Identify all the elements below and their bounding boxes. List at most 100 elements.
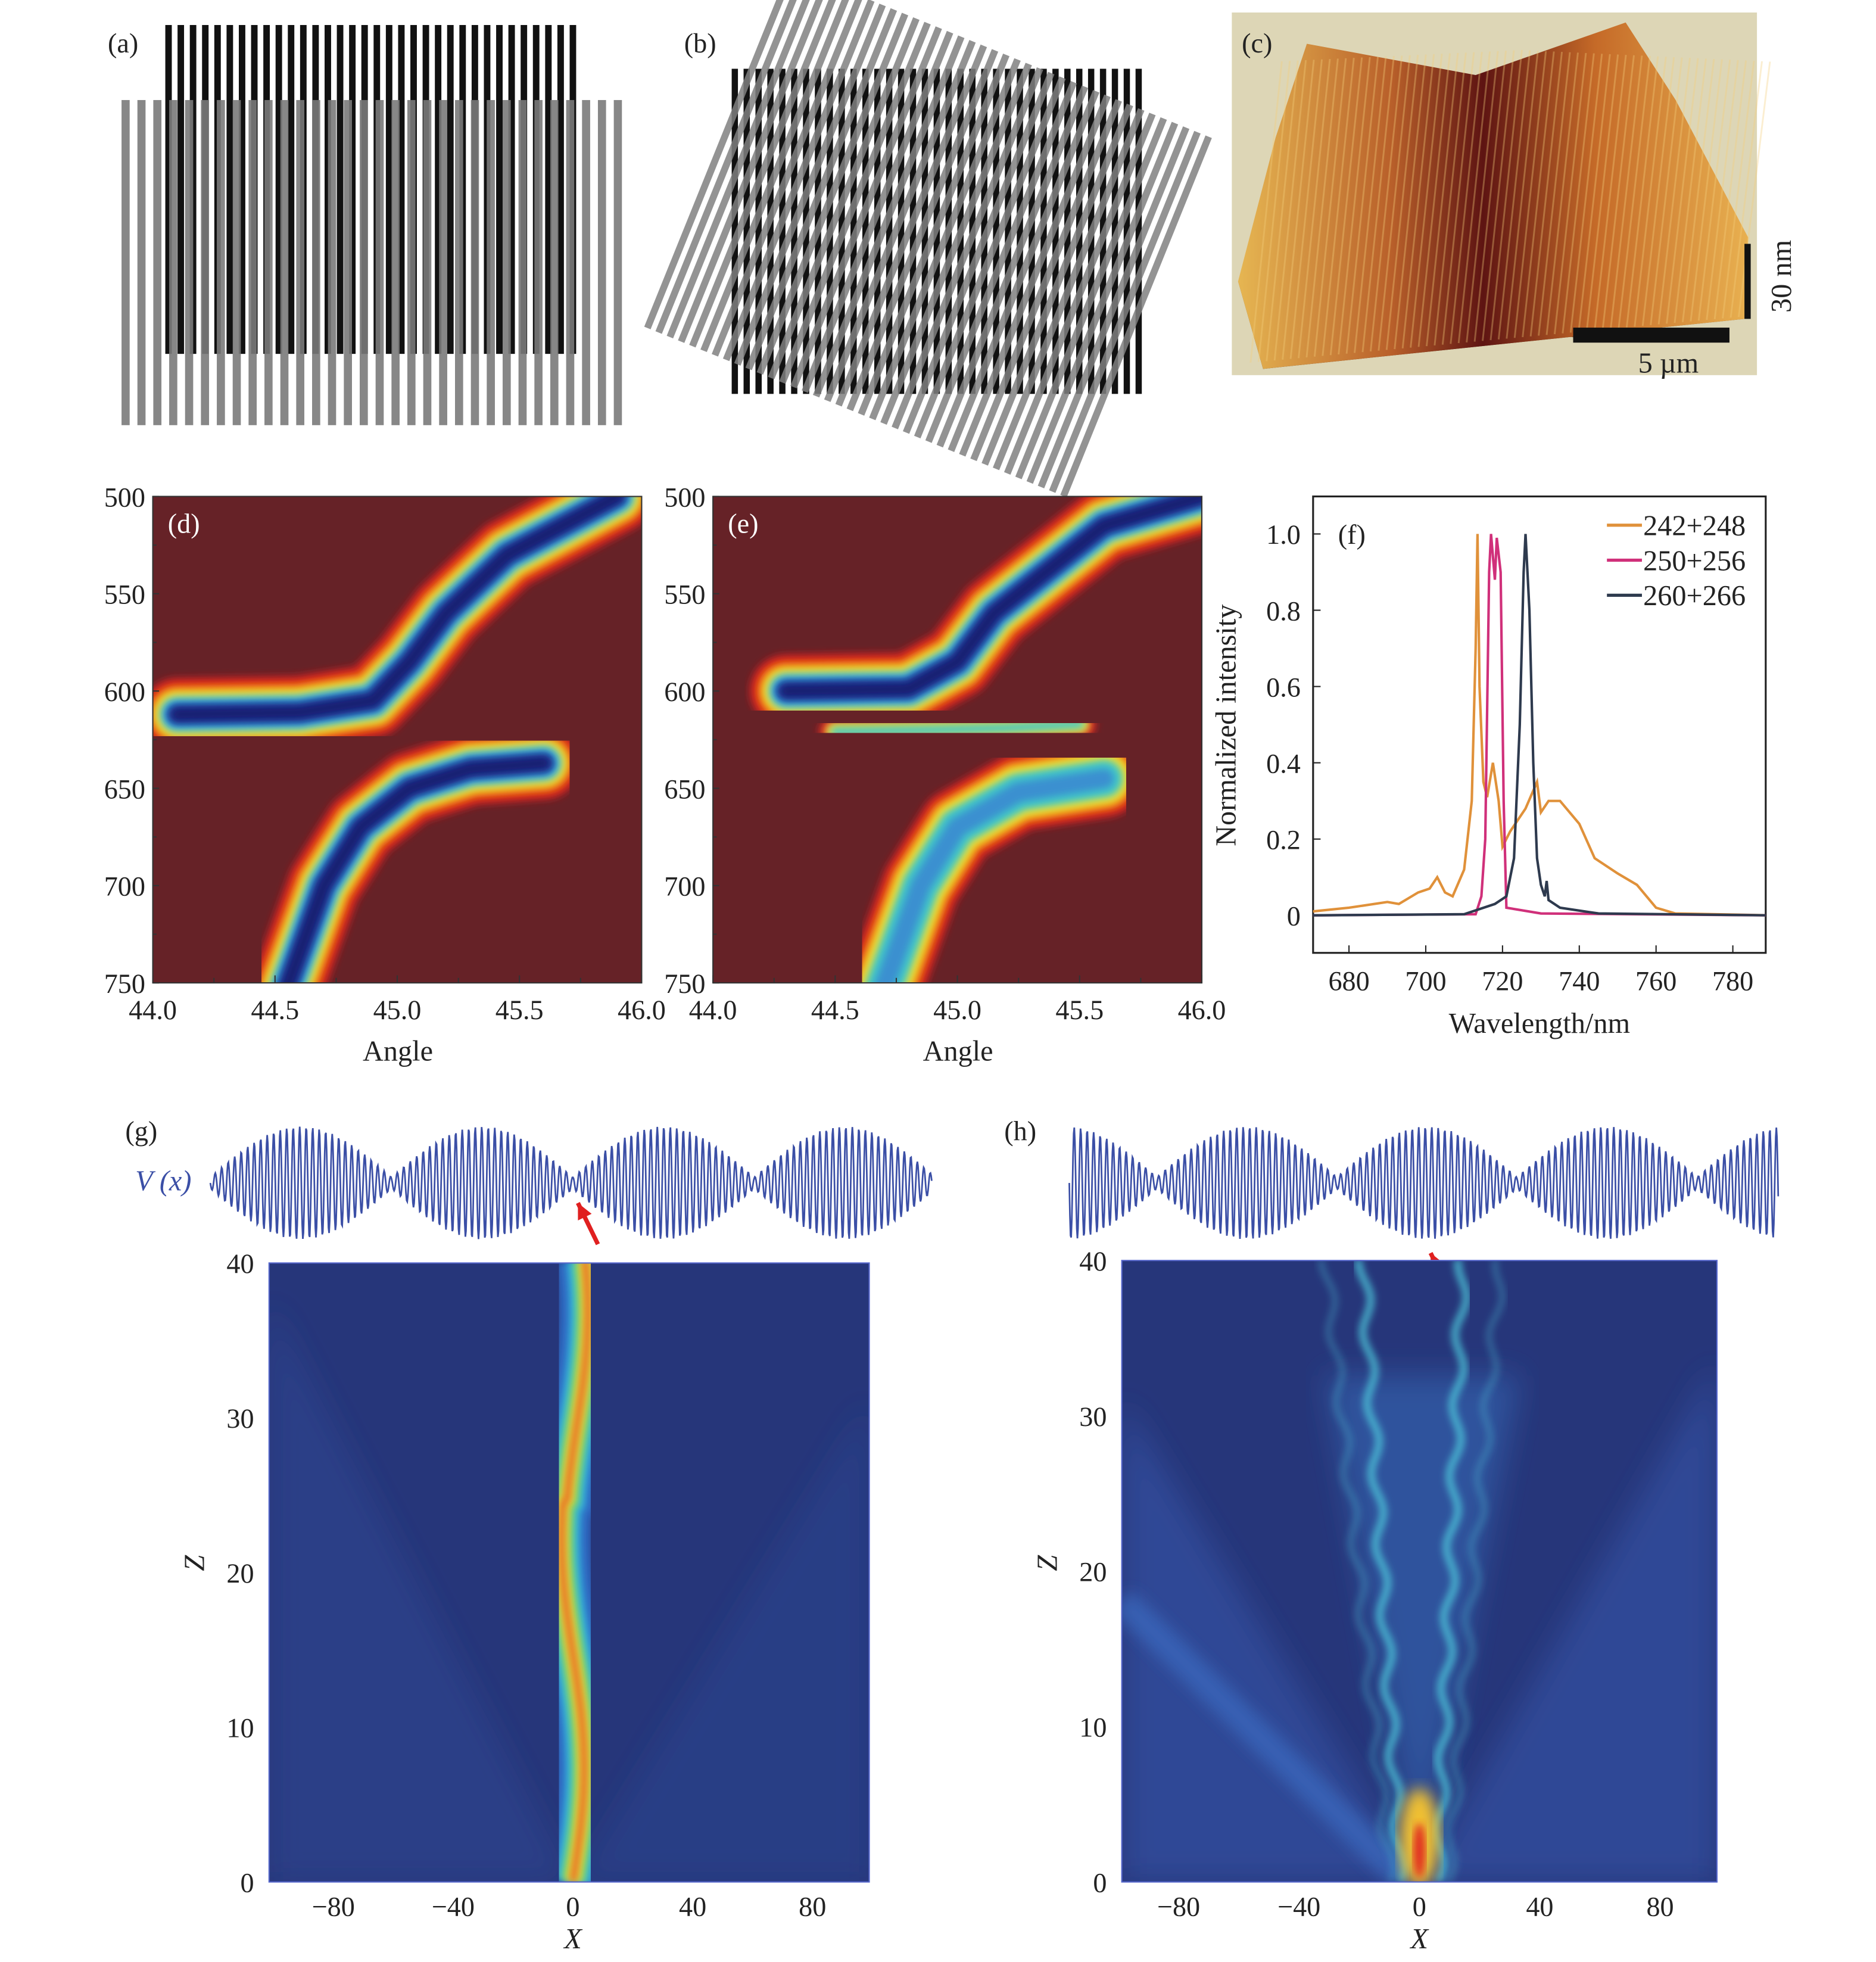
beam-source-core xyxy=(1413,1823,1426,1879)
grating-bar-black xyxy=(1040,68,1047,394)
x-tick-label: 40 xyxy=(679,1891,706,1921)
y-axis-label: Normalized intensity xyxy=(1211,605,1242,846)
x-tick-label: 45.5 xyxy=(1055,995,1104,1025)
x-tick-label: 700 xyxy=(1405,966,1446,996)
grating-bar-gray xyxy=(925,80,1077,443)
radiation-cone xyxy=(269,1300,573,1882)
grating-bar-gray xyxy=(1004,113,1156,475)
panel-h-beam-propagation: (h) 0 10 20 30 40 −80 −40 0 40 80 X Z xyxy=(1004,1116,1780,1955)
afm-ridge xyxy=(1562,53,1595,334)
afm-ridge xyxy=(1625,56,1659,328)
x-tick-label: 44.0 xyxy=(689,995,737,1025)
afm-ridge xyxy=(1513,51,1547,338)
grating-bar-gray xyxy=(835,44,987,407)
afm-ridge xyxy=(1425,52,1459,347)
grating-bar-gray xyxy=(232,99,241,425)
beam-filament xyxy=(1319,1260,1396,1882)
afm-ridge xyxy=(1338,57,1371,355)
grating-bar-black xyxy=(545,24,552,354)
grating-bar-black xyxy=(755,68,762,394)
y-tick-label: 700 xyxy=(664,871,705,902)
afm-ridge xyxy=(1729,61,1763,318)
grating-bar-gray xyxy=(169,99,177,425)
grating-bar-gray xyxy=(597,99,606,425)
grating-bar-gray xyxy=(779,21,931,384)
grating-bar-gray xyxy=(423,99,432,425)
scale-height-label: 30 nm xyxy=(1766,240,1797,313)
afm-ridge xyxy=(1249,61,1283,363)
potential-curve xyxy=(1068,1127,1780,1239)
x-tick-label: 680 xyxy=(1328,966,1369,996)
y-tick-label: 30 xyxy=(1079,1402,1107,1432)
afm-ridge xyxy=(1329,57,1363,356)
afm-ridge xyxy=(1322,58,1355,356)
x-tick-label: 46.0 xyxy=(1178,995,1226,1025)
afm-ridge xyxy=(1394,54,1427,350)
grating-bar-gray xyxy=(993,108,1145,471)
x-tick-label: 80 xyxy=(799,1891,826,1921)
x-tick-label: −80 xyxy=(1157,1891,1200,1921)
radiation-cone xyxy=(1419,1363,1717,1882)
grating-bar-black xyxy=(508,24,515,354)
panel-g-beam-propagation: (g) V (x) 0 10 20 30 40 −80 −40 0 40 80 X Z xyxy=(125,1116,933,1955)
y-tick-label: 750 xyxy=(104,968,145,999)
grating-bar-black xyxy=(898,68,905,394)
grating-bar-black xyxy=(874,68,881,394)
afm-ridge xyxy=(1666,58,1699,324)
x-tick-label: 44.5 xyxy=(251,995,299,1025)
afm-ridge xyxy=(1298,58,1331,359)
y-tick-label: 0 xyxy=(241,1867,254,1898)
panel-a-double-grating: (a) xyxy=(108,24,622,425)
scale-bar-horizontal xyxy=(1573,328,1729,343)
x-tick-label: 0 xyxy=(1413,1891,1426,1921)
x-tick-label: 760 xyxy=(1635,966,1676,996)
heatmap-bands xyxy=(750,496,1202,983)
panel-label-d: (d) xyxy=(168,508,200,538)
afm-ridge xyxy=(1713,60,1747,319)
grating-bar-black xyxy=(862,68,869,394)
y-tick-label: 500 xyxy=(104,482,145,512)
y-tick-label: 600 xyxy=(664,677,705,707)
grating-bar-gray xyxy=(768,17,920,379)
y-tick-label: 550 xyxy=(664,580,705,610)
grating-bar-gray xyxy=(812,35,965,398)
grating-bar-black xyxy=(435,24,442,354)
grating-bar-gray xyxy=(1015,117,1167,479)
grating-bar-gray xyxy=(981,103,1133,466)
grating-bar-gray xyxy=(344,99,352,425)
grating-bar-gray xyxy=(666,0,818,339)
beam-field xyxy=(269,1263,870,1882)
grating-bar-gray xyxy=(892,67,1043,429)
grating-bar-black xyxy=(731,68,738,394)
plot-frame xyxy=(1121,1260,1718,1883)
afm-ridge xyxy=(1273,60,1307,361)
afm-ridge xyxy=(1641,57,1675,326)
afm-ridge xyxy=(1282,60,1315,360)
grating-bar-black xyxy=(767,68,774,394)
grating-bar-gray xyxy=(970,99,1122,462)
panel-label-f: (f) xyxy=(1338,519,1366,550)
y-tick-label: 550 xyxy=(104,580,145,610)
grating-bar-gray xyxy=(470,99,479,425)
grating-bar-black xyxy=(226,24,233,354)
legend-label: 260+266 xyxy=(1643,580,1746,612)
beam-filament xyxy=(1355,1260,1408,1882)
afm-ridge xyxy=(1305,58,1339,358)
scale-bar-vertical xyxy=(1744,244,1751,319)
grating-bar-gray xyxy=(858,54,1009,416)
grating-bar-black xyxy=(336,24,344,354)
series-group xyxy=(1313,534,1766,917)
panel-label-g: (g) xyxy=(125,1116,157,1147)
afm-ridge xyxy=(1529,51,1563,337)
grating-bar-gray xyxy=(700,0,852,353)
grating-bar-gray xyxy=(1049,130,1201,493)
grating-bar-gray xyxy=(454,99,463,425)
panel-label-h: (h) xyxy=(1004,1116,1036,1147)
grating-bar-gray xyxy=(824,40,976,402)
y-tick-label: 0.2 xyxy=(1266,825,1301,855)
grating-bar-gray xyxy=(1037,126,1190,488)
y-tick-label: 500 xyxy=(664,482,705,512)
